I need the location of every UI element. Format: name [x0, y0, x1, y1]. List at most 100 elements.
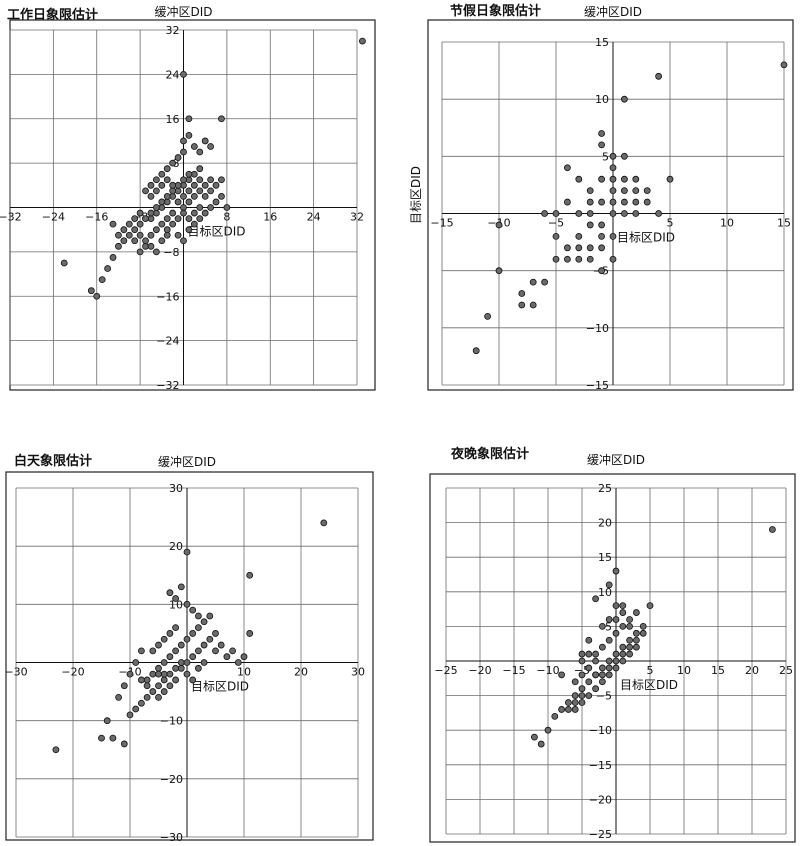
data-point	[126, 711, 134, 719]
data-point	[137, 676, 145, 684]
data-point	[578, 692, 586, 699]
data-point	[180, 237, 187, 245]
data-point	[201, 209, 209, 217]
data-point	[149, 647, 157, 655]
data-point	[599, 671, 606, 679]
y-tick-label: −24	[156, 335, 179, 348]
data-point	[109, 254, 117, 261]
data-point	[626, 643, 633, 651]
data-point	[592, 650, 599, 658]
data-point	[578, 657, 586, 665]
data-point	[136, 231, 144, 239]
x-tick-label: 5	[647, 664, 654, 677]
data-point	[571, 678, 579, 686]
y-tick-label: −20	[589, 793, 612, 806]
data-point	[93, 292, 101, 300]
data-point	[780, 61, 788, 69]
data-point	[495, 221, 503, 229]
y-tick-label: 16	[166, 113, 180, 126]
data-point	[177, 659, 185, 666]
data-point	[609, 232, 617, 240]
data-point	[155, 664, 162, 672]
x-tick-label: 20	[294, 666, 308, 679]
data-point	[518, 301, 526, 309]
data-point	[172, 647, 180, 655]
data-point	[632, 175, 640, 183]
data-point	[180, 193, 187, 200]
data-point	[578, 650, 586, 658]
y-tick-label: 15	[598, 551, 612, 564]
y-tick-label: 25	[598, 482, 612, 495]
data-point	[189, 606, 197, 614]
data-point	[206, 612, 214, 620]
data-point	[592, 671, 599, 679]
y-axis-label: 缓冲区DID	[154, 4, 212, 19]
data-point	[655, 210, 662, 217]
x-tick-label: 20	[745, 664, 759, 677]
data-point	[639, 629, 647, 637]
data-point	[183, 600, 191, 608]
data-point	[598, 221, 605, 229]
data-point	[183, 659, 191, 666]
data-point	[585, 636, 593, 644]
data-point	[201, 137, 209, 145]
data-point	[626, 636, 633, 644]
data-point	[575, 232, 583, 240]
data-point	[125, 220, 133, 228]
data-point	[632, 198, 640, 206]
data-point	[592, 595, 599, 603]
x-tick-label: 10	[720, 217, 734, 230]
data-point	[189, 653, 197, 661]
chart-title: 工作日象限估计	[7, 8, 99, 23]
data-point	[201, 193, 209, 200]
data-point	[598, 244, 605, 252]
data-point	[612, 567, 620, 575]
data-point	[575, 175, 583, 183]
data-point	[621, 210, 628, 217]
data-point	[200, 641, 208, 649]
chart-title: 白天象限估计	[14, 454, 93, 469]
data-point	[147, 209, 155, 217]
y-tick-label: −15	[586, 379, 609, 392]
data-point	[149, 688, 157, 695]
data-point	[103, 717, 111, 725]
data-point	[180, 176, 187, 184]
data-point	[599, 623, 606, 630]
data-point	[185, 198, 193, 206]
x-axis-label: 目标区DID	[191, 680, 249, 694]
data-point	[136, 248, 144, 256]
y-tick-label: −25	[589, 828, 612, 841]
data-point	[575, 244, 583, 252]
data-point	[643, 198, 651, 206]
x-tick-label: −30	[4, 666, 27, 679]
data-point	[152, 187, 160, 195]
y-tick-label: 5	[602, 150, 609, 163]
data-point	[142, 187, 149, 195]
data-point	[592, 685, 599, 693]
data-point	[180, 148, 187, 156]
y-tick-label: −32	[156, 379, 179, 392]
y-tick-label: −20	[160, 773, 183, 786]
data-point	[585, 650, 593, 658]
data-point	[529, 278, 537, 286]
data-point	[575, 210, 583, 217]
data-point	[183, 670, 191, 678]
data-point	[158, 181, 166, 189]
x-axis-label: 目标区DID	[188, 225, 246, 239]
y-tick-label: 5	[605, 620, 612, 633]
data-point	[217, 641, 225, 649]
data-point	[619, 623, 627, 630]
y-tick-label: 10	[598, 586, 612, 599]
data-point	[190, 220, 198, 228]
y-tick-label: 20	[169, 540, 183, 553]
side-axis-label: 目标区DID	[409, 166, 423, 224]
data-point	[578, 685, 586, 693]
data-point	[612, 602, 620, 610]
x-axis-label: 目标区DID	[620, 678, 678, 692]
data-point	[147, 242, 155, 250]
data-point	[586, 221, 594, 229]
data-point	[194, 664, 202, 672]
x-tick-label: −15	[430, 217, 453, 230]
data-point	[177, 641, 185, 649]
y-tick-label: −10	[586, 322, 609, 335]
